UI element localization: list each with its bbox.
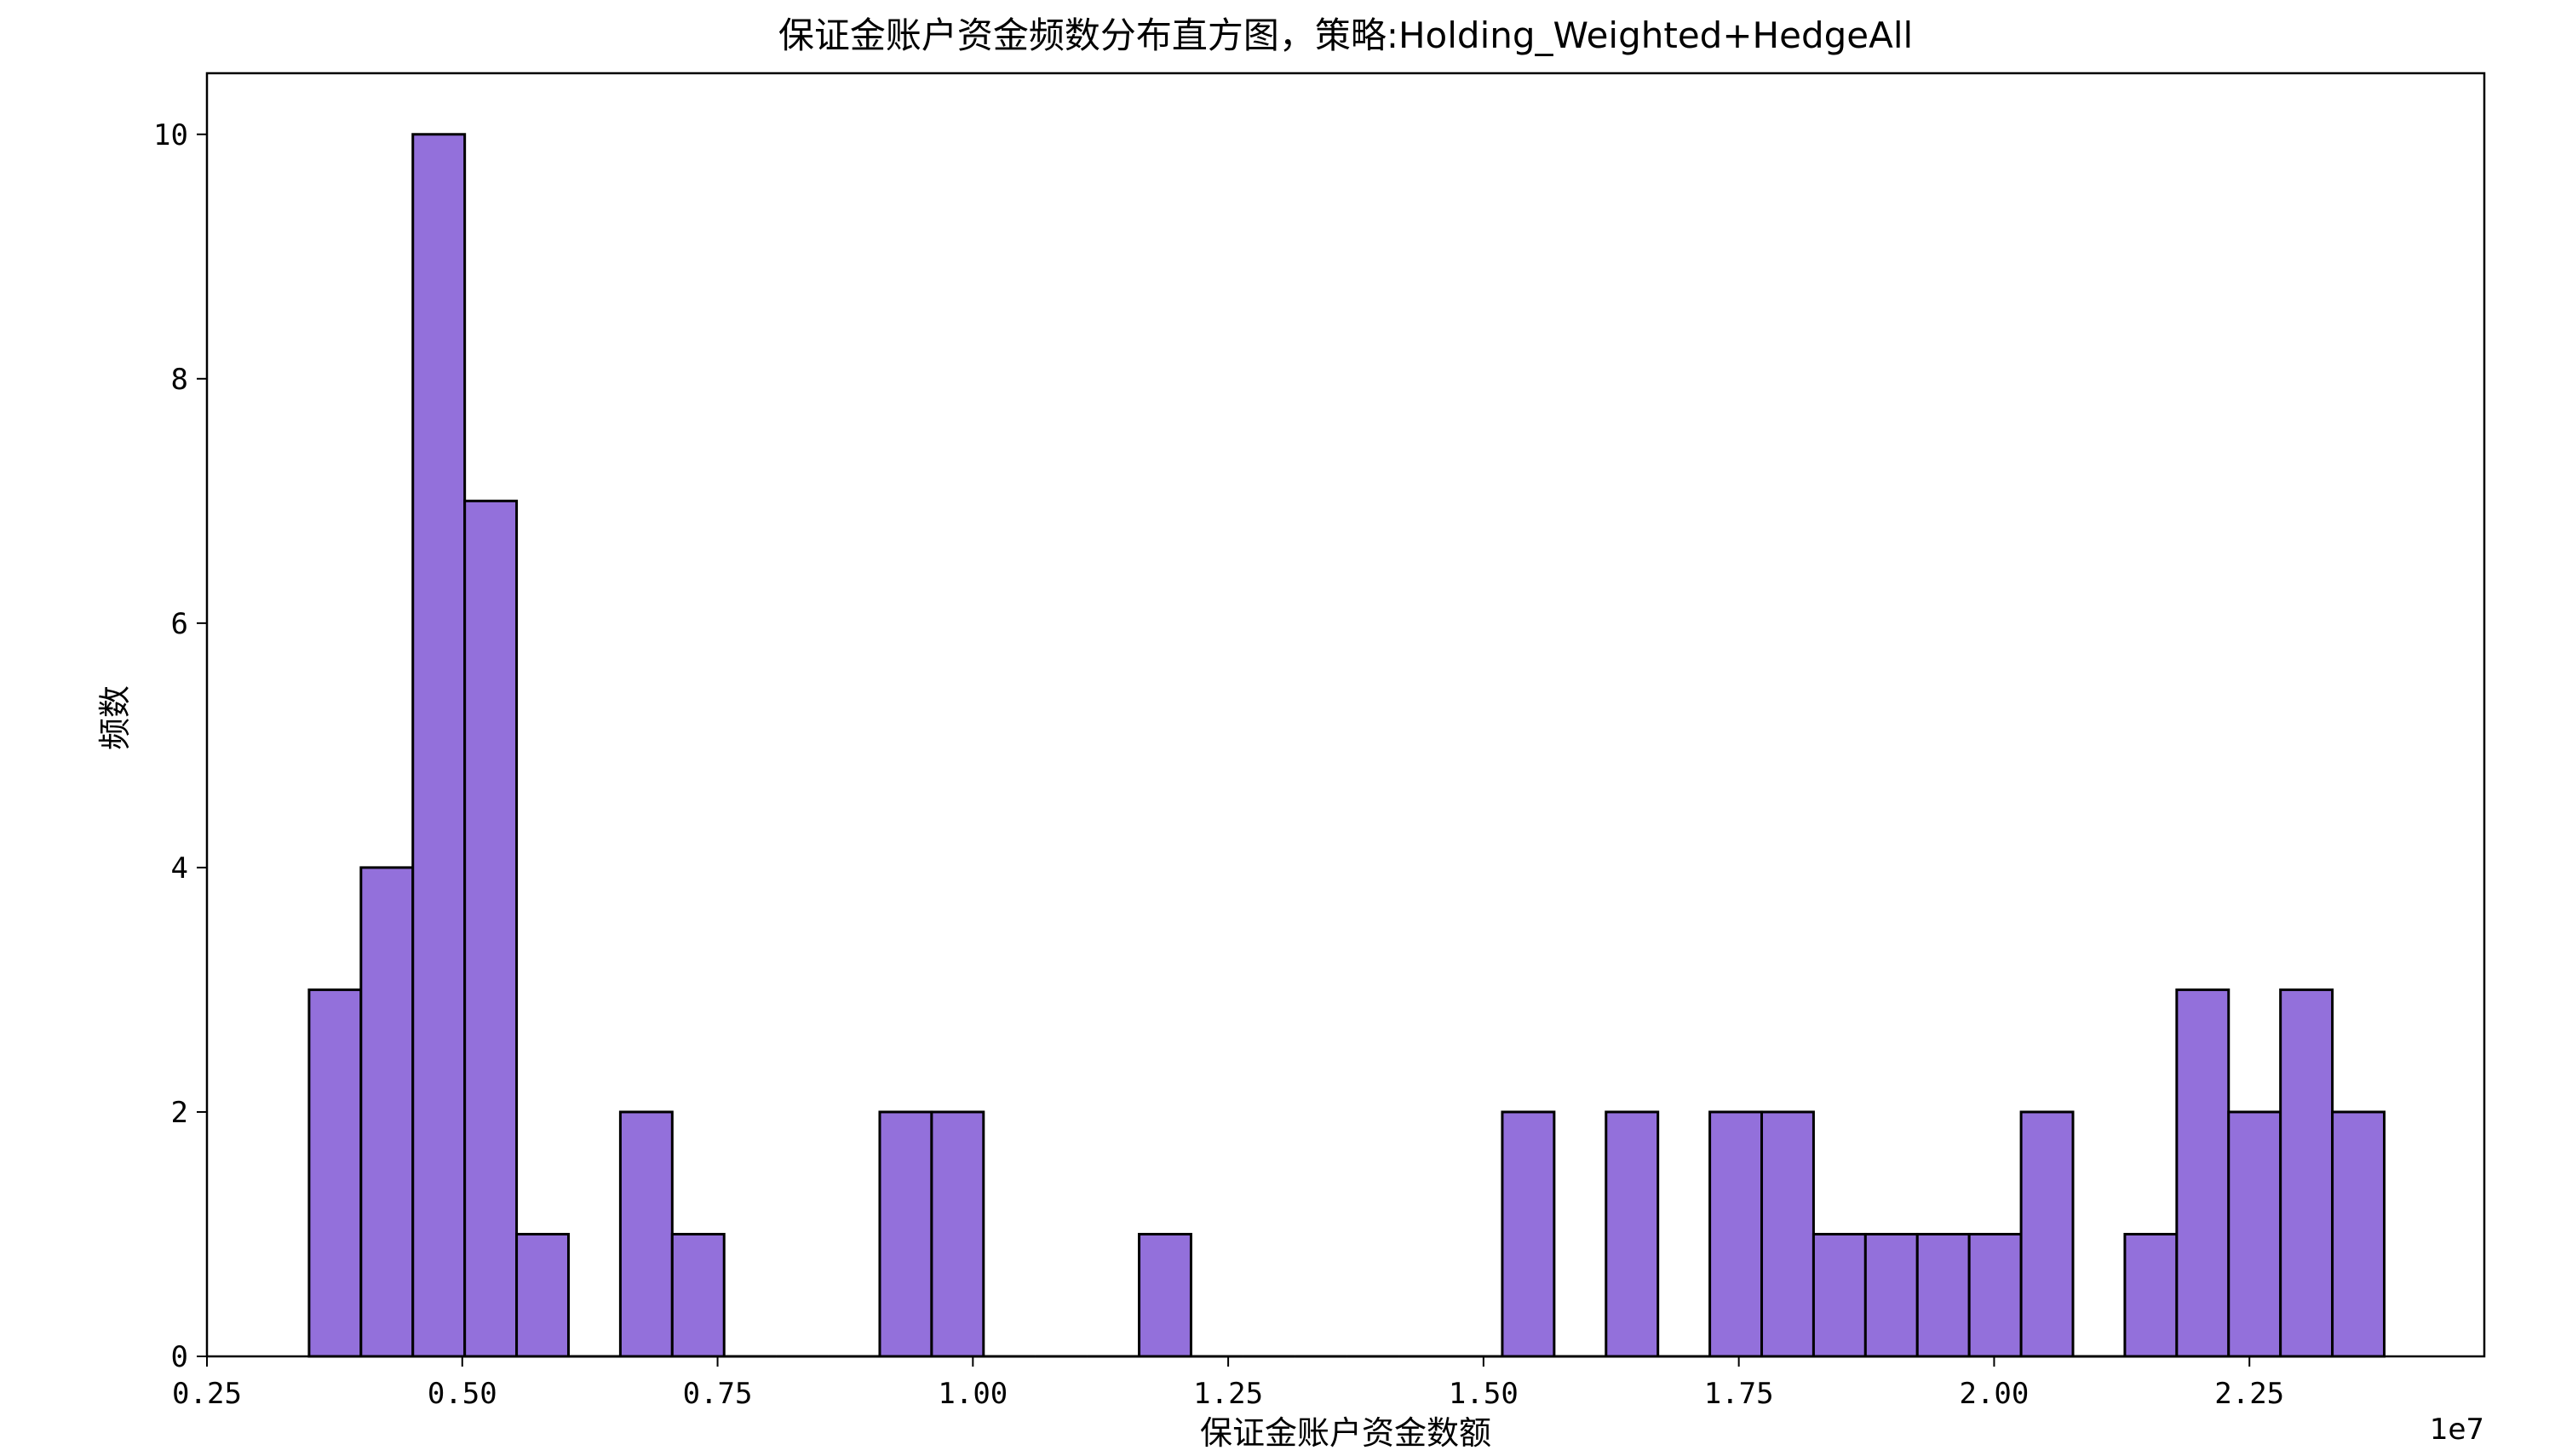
x-axis: 0.25 0.50 0.75 1.00 1.25 1.50 1.75 2.00 2.25 (172, 1356, 2284, 1411)
histogram-bar (359, 866, 415, 1358)
histogram-bar (930, 1110, 985, 1358)
x-tick-label: 1.50 (1449, 1377, 1519, 1411)
x-tick-label: 2.00 (1959, 1377, 2029, 1411)
y-tick-label: 6 (171, 607, 188, 641)
plot-area: 0.25 0.50 0.75 1.00 1.25 1.50 1.75 2.00 2.25 0 2 4… (153, 72, 2486, 1411)
histogram-bar (2019, 1110, 2075, 1358)
y-tick-label: 0 (171, 1340, 188, 1374)
x-offset-label: 1e7 (2430, 1413, 2484, 1447)
x-tick-label: 1.75 (1704, 1377, 1774, 1411)
histogram-bar (1605, 1110, 1660, 1358)
x-tick-label: 1.25 (1193, 1377, 1263, 1411)
histogram-bar (2279, 988, 2334, 1358)
histogram-bar (411, 133, 467, 1358)
histogram-bar (670, 1232, 726, 1358)
y-tick-label: 8 (171, 363, 188, 397)
x-tick-label: 1.00 (938, 1377, 1008, 1411)
histogram-bar (1915, 1232, 1971, 1358)
histogram-bar (878, 1110, 933, 1358)
x-tick-label: 0.25 (172, 1377, 242, 1411)
histogram-bar (307, 988, 363, 1358)
y-tick-label: 10 (153, 118, 188, 152)
histogram-bar (2227, 1110, 2282, 1358)
histogram-bar (618, 1110, 674, 1358)
bars-group (307, 133, 2386, 1358)
histogram-bar (2331, 1110, 2386, 1358)
histogram-bar (2123, 1232, 2179, 1358)
x-tick-label: 2.25 (2214, 1377, 2284, 1411)
plot-frame (205, 72, 2486, 1358)
histogram-bar (1708, 1110, 1764, 1358)
histogram-bar (2175, 988, 2231, 1358)
y-axis-label: 频数 (96, 685, 134, 750)
y-tick-label: 2 (171, 1096, 188, 1130)
x-tick-label: 0.75 (683, 1377, 753, 1411)
histogram-bar (515, 1232, 570, 1358)
histogram-bar (1811, 1232, 1867, 1358)
x-tick-label: 0.50 (428, 1377, 497, 1411)
histogram-bar (1967, 1232, 2023, 1358)
histogram-bar (1501, 1110, 1556, 1358)
histogram-bar (463, 499, 519, 1358)
histogram-bar (1760, 1110, 1815, 1358)
chart-title: 保证金账户资金频数分布直方图，策略:Holding_Weighted+Hedge… (778, 14, 1913, 56)
histogram-bar (1138, 1232, 1192, 1358)
y-axis: 0 2 4 6 8 10 (153, 118, 207, 1374)
histogram-bar (1863, 1232, 1919, 1358)
x-axis-label: 保证金账户资金数额 (1200, 1414, 1491, 1452)
y-tick-label: 4 (171, 851, 188, 886)
